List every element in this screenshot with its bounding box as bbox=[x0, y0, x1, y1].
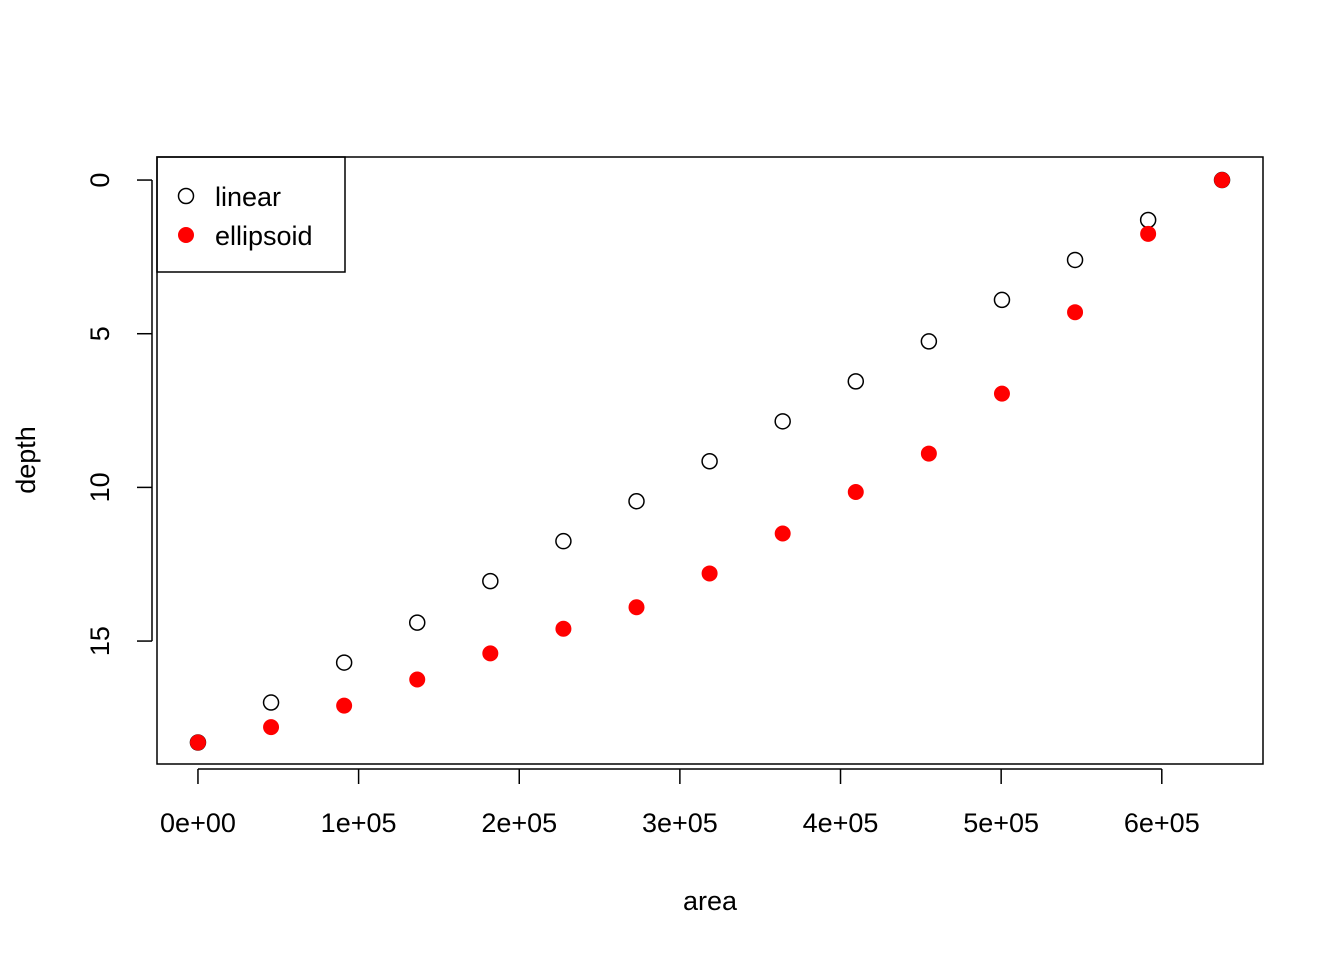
y-tick-label: 10 bbox=[85, 472, 115, 502]
ellipsoid-point bbox=[555, 620, 572, 637]
legend-label-linear: linear bbox=[215, 182, 281, 212]
x-axis-title: area bbox=[683, 886, 738, 916]
ellipsoid-point bbox=[409, 671, 426, 688]
ellipsoid-point bbox=[847, 484, 864, 501]
ellipsoid-point bbox=[993, 385, 1010, 402]
linear-point bbox=[1139, 211, 1157, 229]
legend-marker-ellipsoid bbox=[178, 227, 194, 243]
ellipsoid-point bbox=[1067, 304, 1084, 321]
legend: linear ellipsoid bbox=[156, 156, 346, 273]
linear-point bbox=[847, 373, 865, 390]
linear-point bbox=[701, 453, 718, 470]
ellipsoid-point bbox=[263, 719, 280, 736]
ellipsoid-point bbox=[920, 445, 937, 462]
linear-point bbox=[774, 413, 791, 430]
linear-point bbox=[1066, 251, 1084, 269]
linear-point bbox=[920, 333, 938, 350]
ellipsoid-point bbox=[336, 697, 353, 714]
linear-point bbox=[482, 572, 499, 590]
x-tick-label: 0e+00 bbox=[160, 808, 236, 838]
ellipsoid-point bbox=[774, 525, 791, 542]
linear-point bbox=[628, 492, 645, 510]
x-tick-label: 4e+05 bbox=[803, 808, 879, 838]
ellipsoid-point bbox=[1214, 172, 1231, 189]
ellipsoid-point bbox=[628, 599, 645, 616]
ellipsoid-point bbox=[189, 734, 206, 751]
x-tick-label: 1e+05 bbox=[321, 808, 397, 838]
legend-box bbox=[156, 156, 346, 273]
data-points bbox=[189, 171, 1231, 751]
series-ellipsoid bbox=[189, 172, 1231, 751]
linear-point bbox=[335, 654, 353, 671]
linear-point bbox=[262, 694, 280, 711]
y-axis-title: depth bbox=[11, 426, 41, 494]
series-linear bbox=[189, 171, 1231, 751]
linear-point bbox=[993, 291, 1011, 309]
x-tick-label: 6e+05 bbox=[1124, 808, 1200, 838]
x-axis: 0e+00 1e+05 2e+05 3e+05 4e+05 5e+05 6e+05 bbox=[160, 768, 1200, 838]
linear-point bbox=[408, 614, 426, 631]
plot-frame bbox=[156, 156, 1264, 765]
y-axis: 0 5 10 15 bbox=[85, 173, 153, 656]
legend-label-ellipsoid: ellipsoid bbox=[215, 221, 313, 251]
y-tick-label: 5 bbox=[85, 326, 115, 341]
linear-point bbox=[555, 532, 572, 550]
y-tick-label: 15 bbox=[85, 626, 115, 656]
x-tick-label: 5e+05 bbox=[963, 808, 1039, 838]
ellipsoid-point bbox=[701, 565, 718, 582]
y-tick-label: 0 bbox=[85, 173, 115, 188]
x-tick-label: 2e+05 bbox=[481, 808, 557, 838]
legend-marker-linear bbox=[177, 187, 195, 205]
ellipsoid-point bbox=[1140, 225, 1157, 242]
x-tick-label: 3e+05 bbox=[642, 808, 718, 838]
ellipsoid-point bbox=[482, 645, 499, 662]
